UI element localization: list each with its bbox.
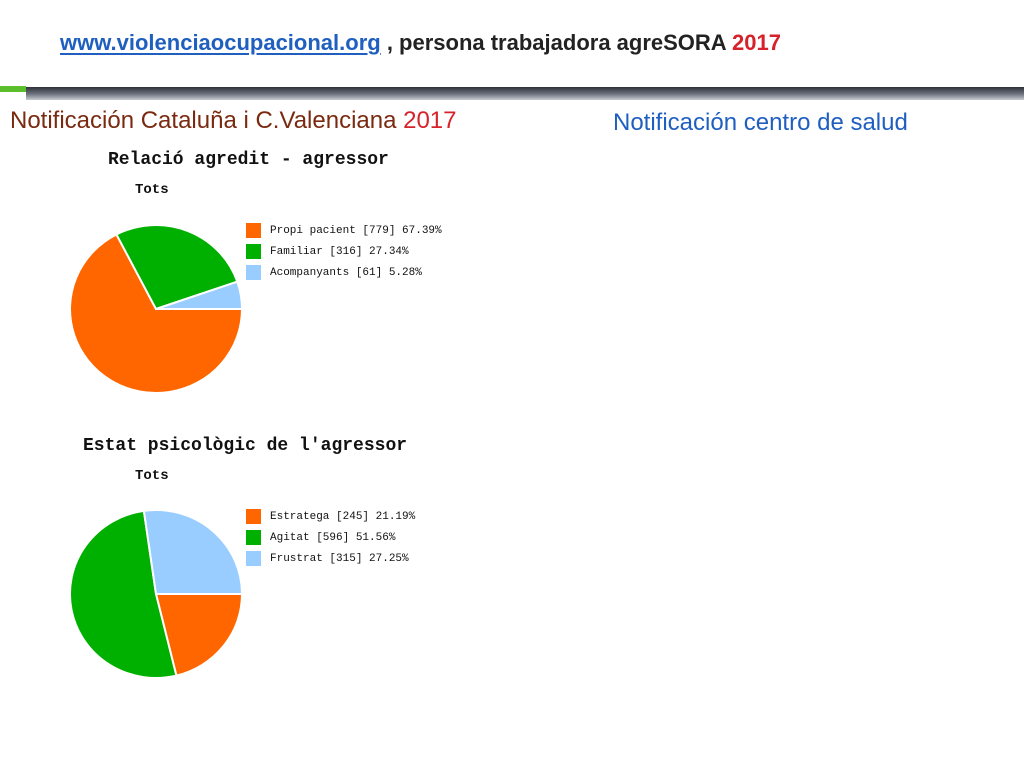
chart-1-legend-item-2: Familiar [316] 27.34% xyxy=(246,241,442,262)
section-title-left-text: Notificación Cataluña i C.Valenciana xyxy=(10,107,404,134)
chart-1-subtitle: Tots xyxy=(135,182,169,198)
page-header: www.violenciaocupacional.org , persona t… xyxy=(60,30,960,66)
chart-2-legend-swatch-2 xyxy=(246,530,261,545)
chart-1-slice-1 xyxy=(69,233,244,394)
chart-2-legend: Estratega [245] 21.19% Agitat [596] 51.56… xyxy=(246,506,415,569)
chart-2-pie xyxy=(69,509,244,679)
chart-2-slice-1 xyxy=(154,593,244,677)
chart-1-legend-swatch-2 xyxy=(246,244,261,259)
chart-1-legend-swatch-3 xyxy=(246,265,261,280)
chart-2-legend-item-1: Estratega [245] 21.19% xyxy=(246,506,415,527)
chart-2-slice-3 xyxy=(142,509,244,595)
header-year: 2017 xyxy=(732,30,781,55)
chart-1-pie xyxy=(69,224,244,394)
chart-1-legend-item-3: Acompanyants [61] 5.28% xyxy=(246,262,442,283)
chart-2-legend-item-2: Agitat [596] 51.56% xyxy=(246,527,415,548)
chart-2-subtitle: Tots xyxy=(135,468,169,484)
chart-2-legend-swatch-3 xyxy=(246,551,261,566)
chart-1-legend: Propi pacient [779] 67.39% Familiar [316]… xyxy=(246,220,442,283)
accent-bar xyxy=(0,86,26,92)
section-title-right: Notificación centro de salud xyxy=(613,109,908,136)
chart-2-legend-swatch-1 xyxy=(246,509,261,524)
chart-2-legend-item-3: Frustrat [315] 27.25% xyxy=(246,548,415,569)
chart-1-legend-item-1: Propi pacient [779] 67.39% xyxy=(246,220,442,241)
chart-2-legend-label-2: Agitat [596] 51.56% xyxy=(270,531,396,544)
section-title-left-year: 2017 xyxy=(403,107,457,134)
chart-1-legend-swatch-1 xyxy=(246,223,261,238)
website-link[interactable]: www.violenciaocupacional.org xyxy=(60,30,381,55)
chart-1-slice-2 xyxy=(115,224,239,311)
chart-2-legend-label-1: Estratega [245] 21.19% xyxy=(270,510,416,523)
header-text: , persona trabajadora agreSORA xyxy=(380,30,732,55)
divider-bar xyxy=(26,87,1024,100)
chart-2-title: Estat psicològic de l'agressor xyxy=(83,436,408,456)
chart-1-slice-3 xyxy=(155,280,244,310)
chart-1-legend-label-3: Acompanyants [61] 5.28% xyxy=(270,266,422,279)
chart-1-title: Relació agredit - agressor xyxy=(108,150,389,170)
chart-2-legend-label-3: Frustrat [315] 27.25% xyxy=(270,552,409,565)
section-title-left: Notificación Cataluña i C.Valenciana 201… xyxy=(10,107,457,135)
chart-1-legend-label-1: Propi pacient [779] 67.39% xyxy=(270,224,442,237)
chart-1-legend-label-2: Familiar [316] 27.34% xyxy=(270,245,409,258)
